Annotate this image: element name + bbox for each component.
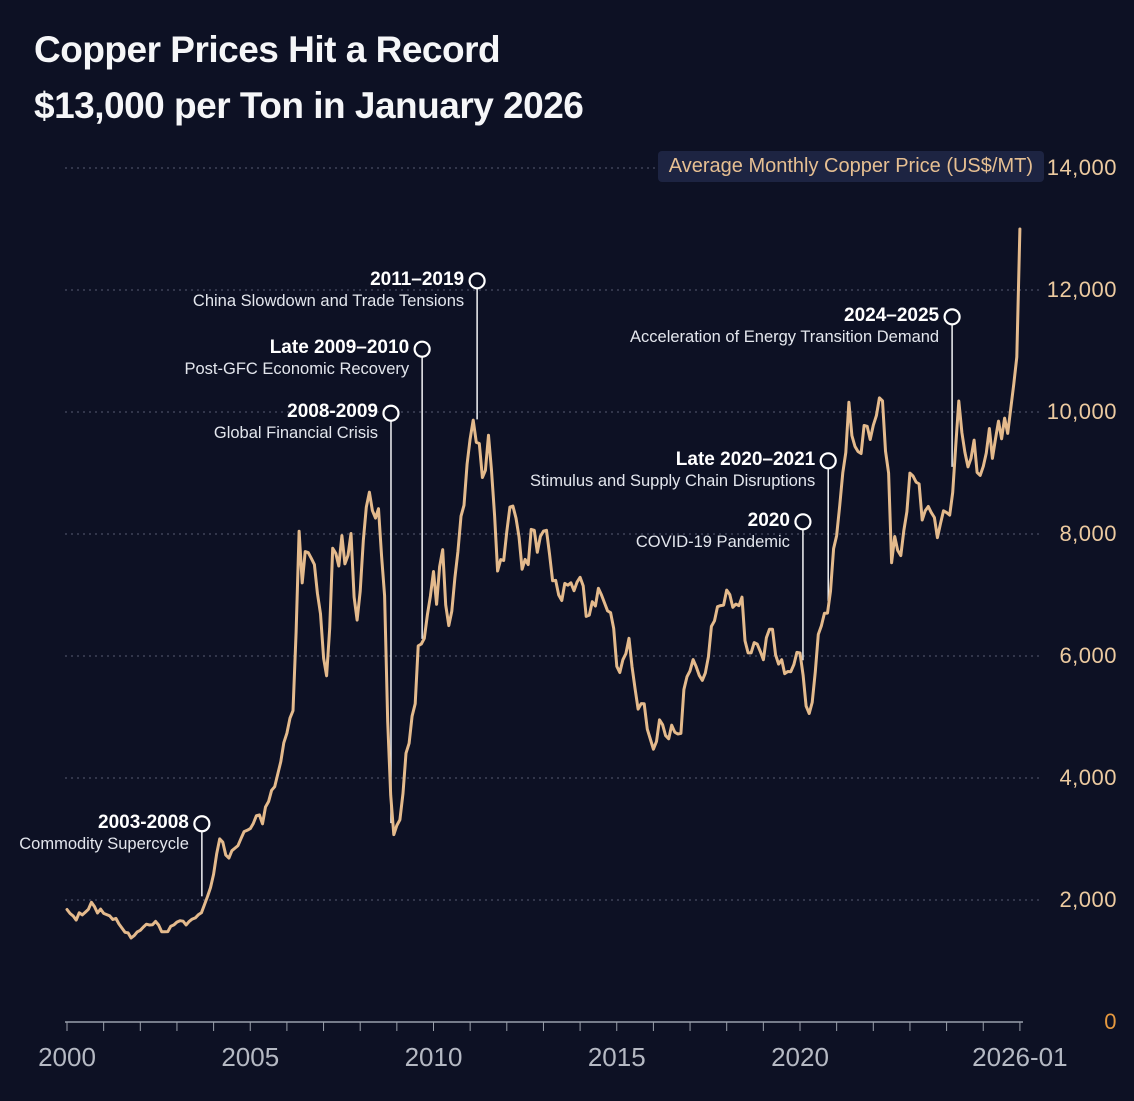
y-axis-label: 2,000 — [1059, 887, 1117, 912]
x-axis-label: 2026-01 — [972, 1042, 1068, 1072]
annotation-text: Commodity Supercycle — [19, 834, 189, 853]
annotation-year: 2008-2009 — [287, 401, 378, 423]
annotation-marker-circle — [193, 815, 211, 833]
x-axis-label: 2015 — [587, 1042, 646, 1072]
title-line-2: $13,000 per Ton in January 2026 — [34, 85, 584, 126]
legend-label: Average Monthly Copper Price (US$/MT) — [668, 155, 1033, 177]
annotation-marker-circle — [468, 272, 486, 290]
annotation-year: 2024–2025 — [844, 304, 940, 326]
annotation-text: Post-GFC Economic Recovery — [184, 360, 410, 379]
y-axis-label: 14,000 — [1046, 155, 1117, 180]
y-axis-label: 6,000 — [1059, 643, 1117, 668]
annotation-text: Global Financial Crisis — [213, 424, 378, 443]
annotation-text: Stimulus and Supply Chain Disruptions — [530, 471, 816, 490]
y-axis-label: 4,000 — [1059, 765, 1117, 790]
annotation: 2003-2008 Commodity Supercycle — [19, 811, 189, 855]
x-axis-label: 2005 — [221, 1042, 280, 1072]
annotation: 2011–2019 China Slowdown and Trade Tensio… — [193, 268, 464, 312]
annotation: 2024–2025 Acceleration of Energy Transiti… — [630, 304, 939, 348]
price-line — [65, 227, 1022, 940]
annotation-year: 2011–2019 — [370, 268, 465, 290]
annotation-marker-circle — [794, 513, 812, 531]
annotation: Late 2020–2021 Stimulus and Supply Chain … — [530, 448, 815, 492]
x-axis-label: 2020 — [771, 1042, 829, 1072]
legend-series-copper-price: Average Monthly Copper Price (US$/MT) — [657, 151, 1044, 182]
title-line-1: Copper Prices Hit a Record — [34, 29, 501, 70]
y-axis-label: 12,000 — [1046, 277, 1117, 302]
annotation-text: Acceleration of Energy Transition Demand — [630, 327, 940, 346]
annotation-marker-circle — [413, 340, 431, 358]
annotation-text: COVID-19 Pandemic — [635, 532, 790, 551]
annotation-marker-circle — [819, 452, 837, 470]
y-axis-label: 10,000 — [1046, 399, 1117, 424]
annotation-year: 2020 — [747, 509, 790, 531]
annotation-year: Late 2009–2010 — [269, 337, 410, 359]
x-axis-label: 2010 — [404, 1042, 463, 1072]
x-axis-label: 2000 — [38, 1042, 96, 1072]
annotation-marker-circle — [943, 308, 961, 326]
annotation: 2020 COVID-19 Pandemic — [636, 509, 790, 553]
annotation-marker-circle — [382, 404, 400, 422]
annotation-year: Late 2020–2021 — [675, 448, 816, 470]
annotation-text: China Slowdown and Trade Tensions — [192, 291, 465, 310]
annotation-year: 2003-2008 — [98, 811, 189, 833]
annotation: 2008-2009 Global Financial Crisis — [214, 400, 378, 444]
page-title: Copper Prices Hit a Record $13,000 per T… — [34, 22, 584, 134]
annotation: Late 2009–2010 Post-GFC Economic Recovery — [184, 336, 409, 380]
y-axis-label: 8,000 — [1059, 521, 1117, 546]
y-axis-label: 0 — [1104, 1009, 1117, 1034]
